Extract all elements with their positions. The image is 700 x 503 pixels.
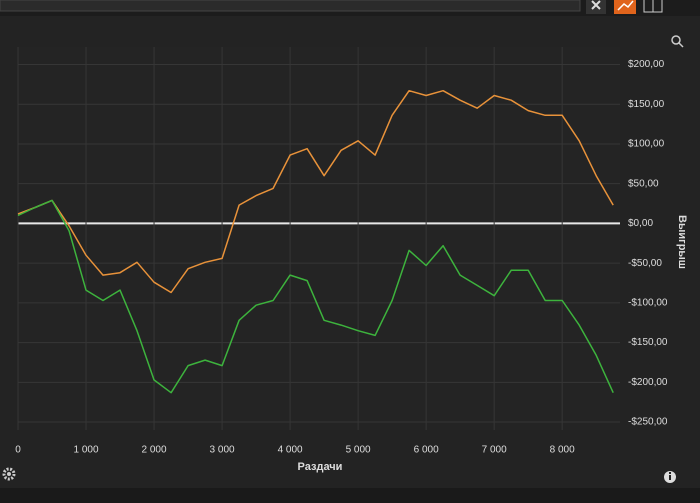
x-tick-label: 5 000: [346, 445, 371, 456]
y-tick-label: $100,00: [628, 139, 665, 150]
y-tick-label: -$100,00: [628, 298, 668, 309]
status-bar: [0, 488, 700, 503]
x-tick-label: 7 000: [482, 445, 507, 456]
graph-button[interactable]: [614, 0, 636, 14]
x-tick-label: 3 000: [210, 445, 235, 456]
series-line: [17, 89, 614, 294]
y-axis-label: Выигрыш: [676, 215, 688, 269]
x-tick-label: 6 000: [414, 445, 439, 456]
x-tick-label: 0: [15, 445, 21, 456]
y-tick-label: -$50,00: [628, 258, 662, 269]
close-button[interactable]: [586, 0, 606, 14]
layout-button[interactable]: [643, 0, 663, 13]
y-tick-label: -$200,00: [628, 377, 668, 388]
y-tick-label: $0,00: [628, 218, 653, 229]
series-line: [17, 199, 614, 394]
y-tick-label: $200,00: [628, 59, 665, 70]
y-tick-label: -$150,00: [628, 337, 668, 348]
search-field[interactable]: [0, 0, 581, 12]
settings-button[interactable]: [2, 467, 16, 481]
info-button[interactable]: [664, 471, 676, 483]
x-axis-label: Раздачи: [298, 461, 343, 473]
y-tick-label: -$250,00: [628, 417, 668, 428]
x-tick-label: 4 000: [278, 445, 303, 456]
plot-area: [18, 47, 620, 430]
x-tick-label: 1 000: [74, 445, 99, 456]
x-tick-label: 8 000: [550, 445, 575, 456]
y-tick-label: $50,00: [628, 178, 659, 189]
y-tick-label: $150,00: [628, 99, 665, 110]
zoom-button[interactable]: [671, 35, 684, 48]
x-tick-label: 2 000: [142, 445, 167, 456]
